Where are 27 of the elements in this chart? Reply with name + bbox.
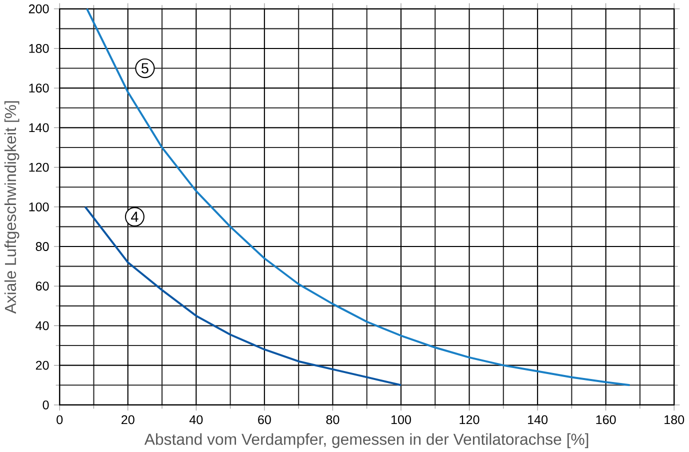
x-tick-label: 40 — [189, 415, 203, 424]
x-tick-label: 140 — [528, 415, 548, 424]
x-tick-label: 0 — [56, 415, 63, 424]
y-tick-label: 0 — [42, 400, 49, 410]
y-tick-label: 40 — [36, 321, 49, 330]
y-tick-label: 160 — [29, 83, 49, 92]
x-tick-label: 180 — [664, 415, 684, 424]
line-series — [84, 206, 402, 386]
x-tick-label: 100 — [391, 415, 411, 424]
y-tick-label: 80 — [36, 242, 49, 251]
y-tick-label: 60 — [36, 281, 49, 290]
x-tick-label: 160 — [596, 415, 616, 424]
y-tick-label: 140 — [29, 123, 49, 132]
annotation: 5 — [141, 62, 148, 74]
x-axis-title: Abstand vom Verdampfer, gemessen in der Ventilatorachse [%] — [144, 433, 588, 448]
y-tick-label: 100 — [29, 202, 49, 212]
y-tick-label: 200 — [28, 4, 49, 14]
annotation: 4 — [131, 212, 138, 222]
x-tick-label: 80 — [326, 415, 340, 424]
y-tick-label: 180 — [29, 44, 49, 53]
line-series — [86, 8, 631, 386]
y-axis-title: Axiale Luftgeschwindigkeit [%] — [4, 101, 20, 314]
y-tick-label: 120 — [29, 162, 49, 172]
x-tick-label: 120 — [460, 415, 480, 424]
y-tick-label: 20 — [36, 360, 49, 370]
x-tick-label: 20 — [122, 415, 134, 424]
x-tick-label: 60 — [258, 415, 271, 424]
